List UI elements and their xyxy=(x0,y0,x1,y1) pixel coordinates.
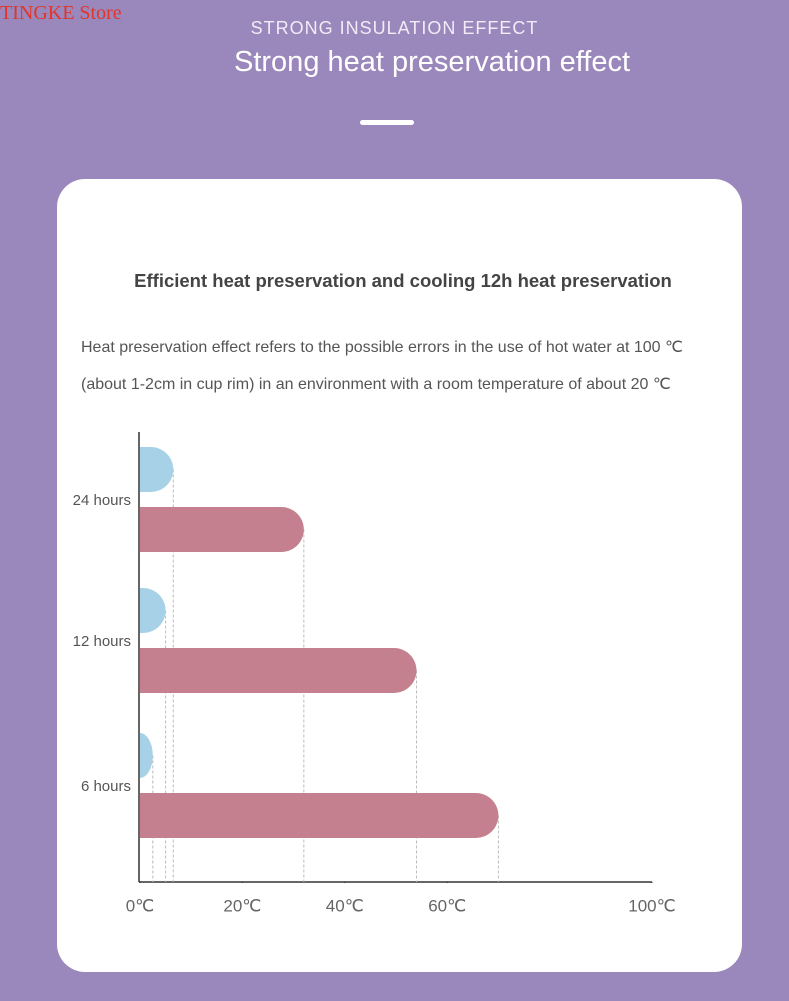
bar xyxy=(140,507,304,552)
y-tick-label: 6 hours xyxy=(81,778,131,795)
kicker: STRONG INSULATION EFFECT xyxy=(250,18,539,38)
y-tick-label: 12 hours xyxy=(73,633,131,650)
y-tick-label: 24 hours xyxy=(73,492,131,509)
bar xyxy=(140,588,166,633)
page-title: Strong heat preservation effect xyxy=(234,46,631,78)
divider xyxy=(360,120,414,125)
x-tick-label: 20℃ xyxy=(223,896,261,915)
x-tick-label: 100℃ xyxy=(628,896,675,915)
chart-subtitle: (about 1-2cm in cup rim) in an environme… xyxy=(81,376,671,393)
bar xyxy=(140,733,153,778)
watermark: TINGKE Store xyxy=(0,2,122,24)
chart-title: Efficient heat preservation and cooling … xyxy=(134,270,672,291)
x-tick-label: 40℃ xyxy=(326,896,364,915)
bar xyxy=(140,447,174,492)
x-tick-label: 60℃ xyxy=(428,896,466,915)
chart-subtitle: Heat preservation effect refers to the p… xyxy=(81,339,683,356)
card xyxy=(57,179,742,972)
x-tick-label: 0℃ xyxy=(126,896,155,915)
bar xyxy=(140,793,499,838)
bar xyxy=(140,648,417,693)
